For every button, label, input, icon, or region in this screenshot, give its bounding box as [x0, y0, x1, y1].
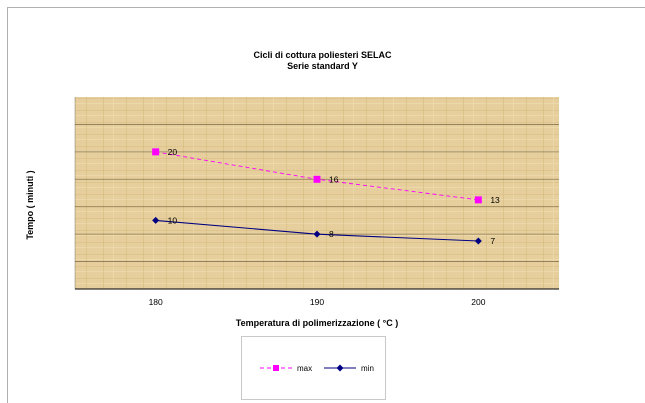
series-marker-min [313, 230, 321, 238]
series-marker-max [474, 196, 482, 204]
chart-title-line-1: Cicli di cottura poliesteri SELAC [253, 50, 392, 60]
x-tick-label: 190 [310, 297, 324, 307]
series-marker-min [152, 216, 160, 224]
legend-label-max: max [297, 363, 313, 373]
data-label-max: 13 [490, 195, 500, 205]
legend-item-min: min [322, 363, 374, 373]
data-label-max: 20 [168, 147, 178, 157]
x-tick-label: 200 [471, 297, 485, 307]
legend-swatch-max [260, 365, 292, 371]
data-label-min: 8 [329, 229, 334, 239]
chart-title-line-2: Serie standard Y [287, 61, 358, 71]
series-marker-max [313, 175, 321, 183]
chart-title: Cicli di cottura poliesteri SELAC Serie … [0, 50, 645, 72]
data-label-min: 7 [490, 236, 495, 246]
series-marker-min [474, 237, 482, 245]
legend-label-min: min [361, 363, 374, 373]
x-tick-label: 180 [149, 297, 163, 307]
data-label-max: 16 [329, 174, 339, 184]
chart-legend: max min [241, 336, 386, 400]
legend-swatch-min [324, 364, 356, 372]
chart-frame [7, 7, 645, 403]
plot-area [75, 97, 559, 289]
x-axis-label: Temperatura di polimerizzazione ( °C ) [235, 318, 399, 328]
data-label-min: 10 [168, 215, 178, 225]
legend-item-max: max [258, 363, 312, 373]
series-marker-max [152, 148, 160, 156]
